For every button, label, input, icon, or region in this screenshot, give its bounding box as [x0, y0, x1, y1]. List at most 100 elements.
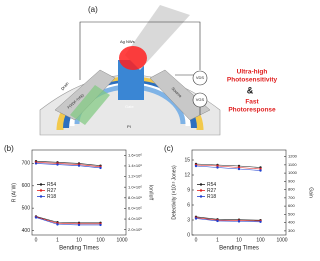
data-point	[99, 223, 102, 227]
panel-label: (c)	[164, 144, 174, 153]
x-axis-label: Bending Times	[59, 246, 99, 252]
data-point	[99, 166, 102, 170]
data-point	[259, 220, 262, 223]
label: VDS	[196, 75, 205, 80]
claim: Photoresponse	[228, 107, 276, 114]
y2-tick-label: 600	[288, 203, 295, 208]
series-line	[195, 217, 261, 222]
y2-tick-label: 4.0×10⁵	[128, 216, 142, 221]
dielectric-film	[70, 85, 110, 125]
label: Drain	[60, 81, 70, 92]
x-axis-label: Bending Times	[219, 246, 259, 252]
y2-tick-label: 500	[288, 211, 295, 216]
y2-tick-label: 1200	[288, 154, 298, 159]
y-tick-label: 700	[22, 161, 31, 167]
series-line	[195, 163, 261, 168]
legend-swatch	[199, 189, 203, 192]
legend-swatch	[199, 195, 203, 198]
data-point	[56, 163, 59, 166]
data-point	[56, 223, 59, 226]
series-line	[35, 163, 101, 169]
data-point	[77, 223, 81, 227]
legend-swatch	[199, 183, 203, 186]
series-line	[35, 216, 101, 224]
panel-label: (b)	[4, 144, 14, 153]
label: VGS	[196, 97, 205, 102]
y2-tick-label: 1.2×10⁶	[128, 174, 142, 179]
y2-tick-label: 2.0×10⁵	[128, 227, 142, 232]
y2-tick-label: 900	[288, 178, 295, 183]
drain-electrode	[54, 69, 116, 121]
x-tick-label: 1	[216, 237, 219, 243]
series-line	[35, 216, 101, 225]
data-point	[259, 169, 262, 172]
y2-tick-label: 1000	[288, 170, 298, 175]
light-spot	[119, 46, 147, 70]
series-line	[35, 162, 101, 168]
legend-swatch	[39, 183, 43, 186]
y-tick-label: 3	[187, 217, 190, 223]
legend-label: R18	[47, 194, 56, 200]
series-line	[195, 216, 261, 221]
legend-label: R18	[207, 194, 216, 200]
series-line	[195, 218, 261, 223]
y-tick-label: 500	[22, 205, 31, 211]
legend-swatch	[39, 189, 43, 192]
source-electrode	[149, 69, 211, 121]
data-point	[77, 164, 81, 167]
x-tick-label: 1000	[276, 237, 287, 243]
y2-tick-label: 1.0×10⁶	[128, 184, 142, 189]
y-tick-label: 400	[22, 228, 31, 234]
y-tick-label: 6	[187, 202, 190, 208]
data-point	[216, 219, 219, 223]
x-tick-label: 0	[35, 237, 38, 243]
legend-label: R27	[47, 188, 56, 194]
y-tick-label: 15	[184, 157, 190, 163]
series-line	[195, 165, 261, 171]
legend-label: R54	[207, 182, 216, 188]
y2-axis-label: Ion/Ioff	[148, 185, 154, 201]
y-tick-label: 12	[184, 172, 190, 178]
y-tick-label: 9	[187, 187, 190, 193]
data-point	[237, 220, 241, 223]
y2-tick-label: 1.4×10⁶	[128, 163, 142, 168]
data-point	[34, 162, 38, 165]
y-axis-label: R (A/ W)	[11, 183, 17, 202]
claim: Photosensitivity	[227, 77, 278, 84]
claim: Ultra-high	[237, 69, 268, 76]
data-point	[34, 216, 38, 219]
data-point	[194, 164, 198, 168]
legend-label: R27	[207, 188, 216, 194]
y-tick-label: 0	[187, 232, 190, 238]
series-line	[35, 160, 101, 166]
vgs-source	[192, 92, 208, 108]
label: PI	[127, 124, 131, 129]
series-line	[35, 217, 101, 226]
y-axis-label: Detectivity (×10¹³ Jones)	[171, 165, 177, 220]
x-tick-label: 100	[256, 237, 265, 243]
y2-axis-label: Gain	[308, 187, 314, 198]
vds-source	[192, 70, 208, 86]
series-line	[195, 164, 261, 170]
y2-tick-label: 8.0×10⁵	[128, 195, 142, 200]
y2-tick-label: 300	[288, 228, 295, 233]
x-tick-label: 1	[56, 237, 59, 243]
data-point	[216, 166, 219, 169]
y2-tick-label: 1100	[288, 162, 297, 167]
y2-tick-label: 700	[288, 195, 295, 200]
legend-swatch	[39, 195, 43, 198]
x-tick-label: 10	[236, 237, 242, 243]
y2-tick-label: 400	[288, 220, 295, 225]
claim: &	[247, 85, 254, 95]
label: Gate	[125, 104, 134, 109]
x-tick-label: 10	[76, 237, 82, 243]
x-tick-label: 0	[195, 237, 198, 243]
x-tick-label: 100	[96, 237, 105, 243]
data-point	[237, 167, 241, 171]
claim: Fast	[245, 99, 259, 106]
y2-tick-label: 800	[288, 187, 295, 192]
y2-tick-label: 1.6×10⁶	[128, 152, 142, 157]
diagram: (a) Ag NWs Drain Source Gate PI P(VDF-Tr…	[39, 5, 278, 136]
plot-frame	[191, 149, 287, 236]
